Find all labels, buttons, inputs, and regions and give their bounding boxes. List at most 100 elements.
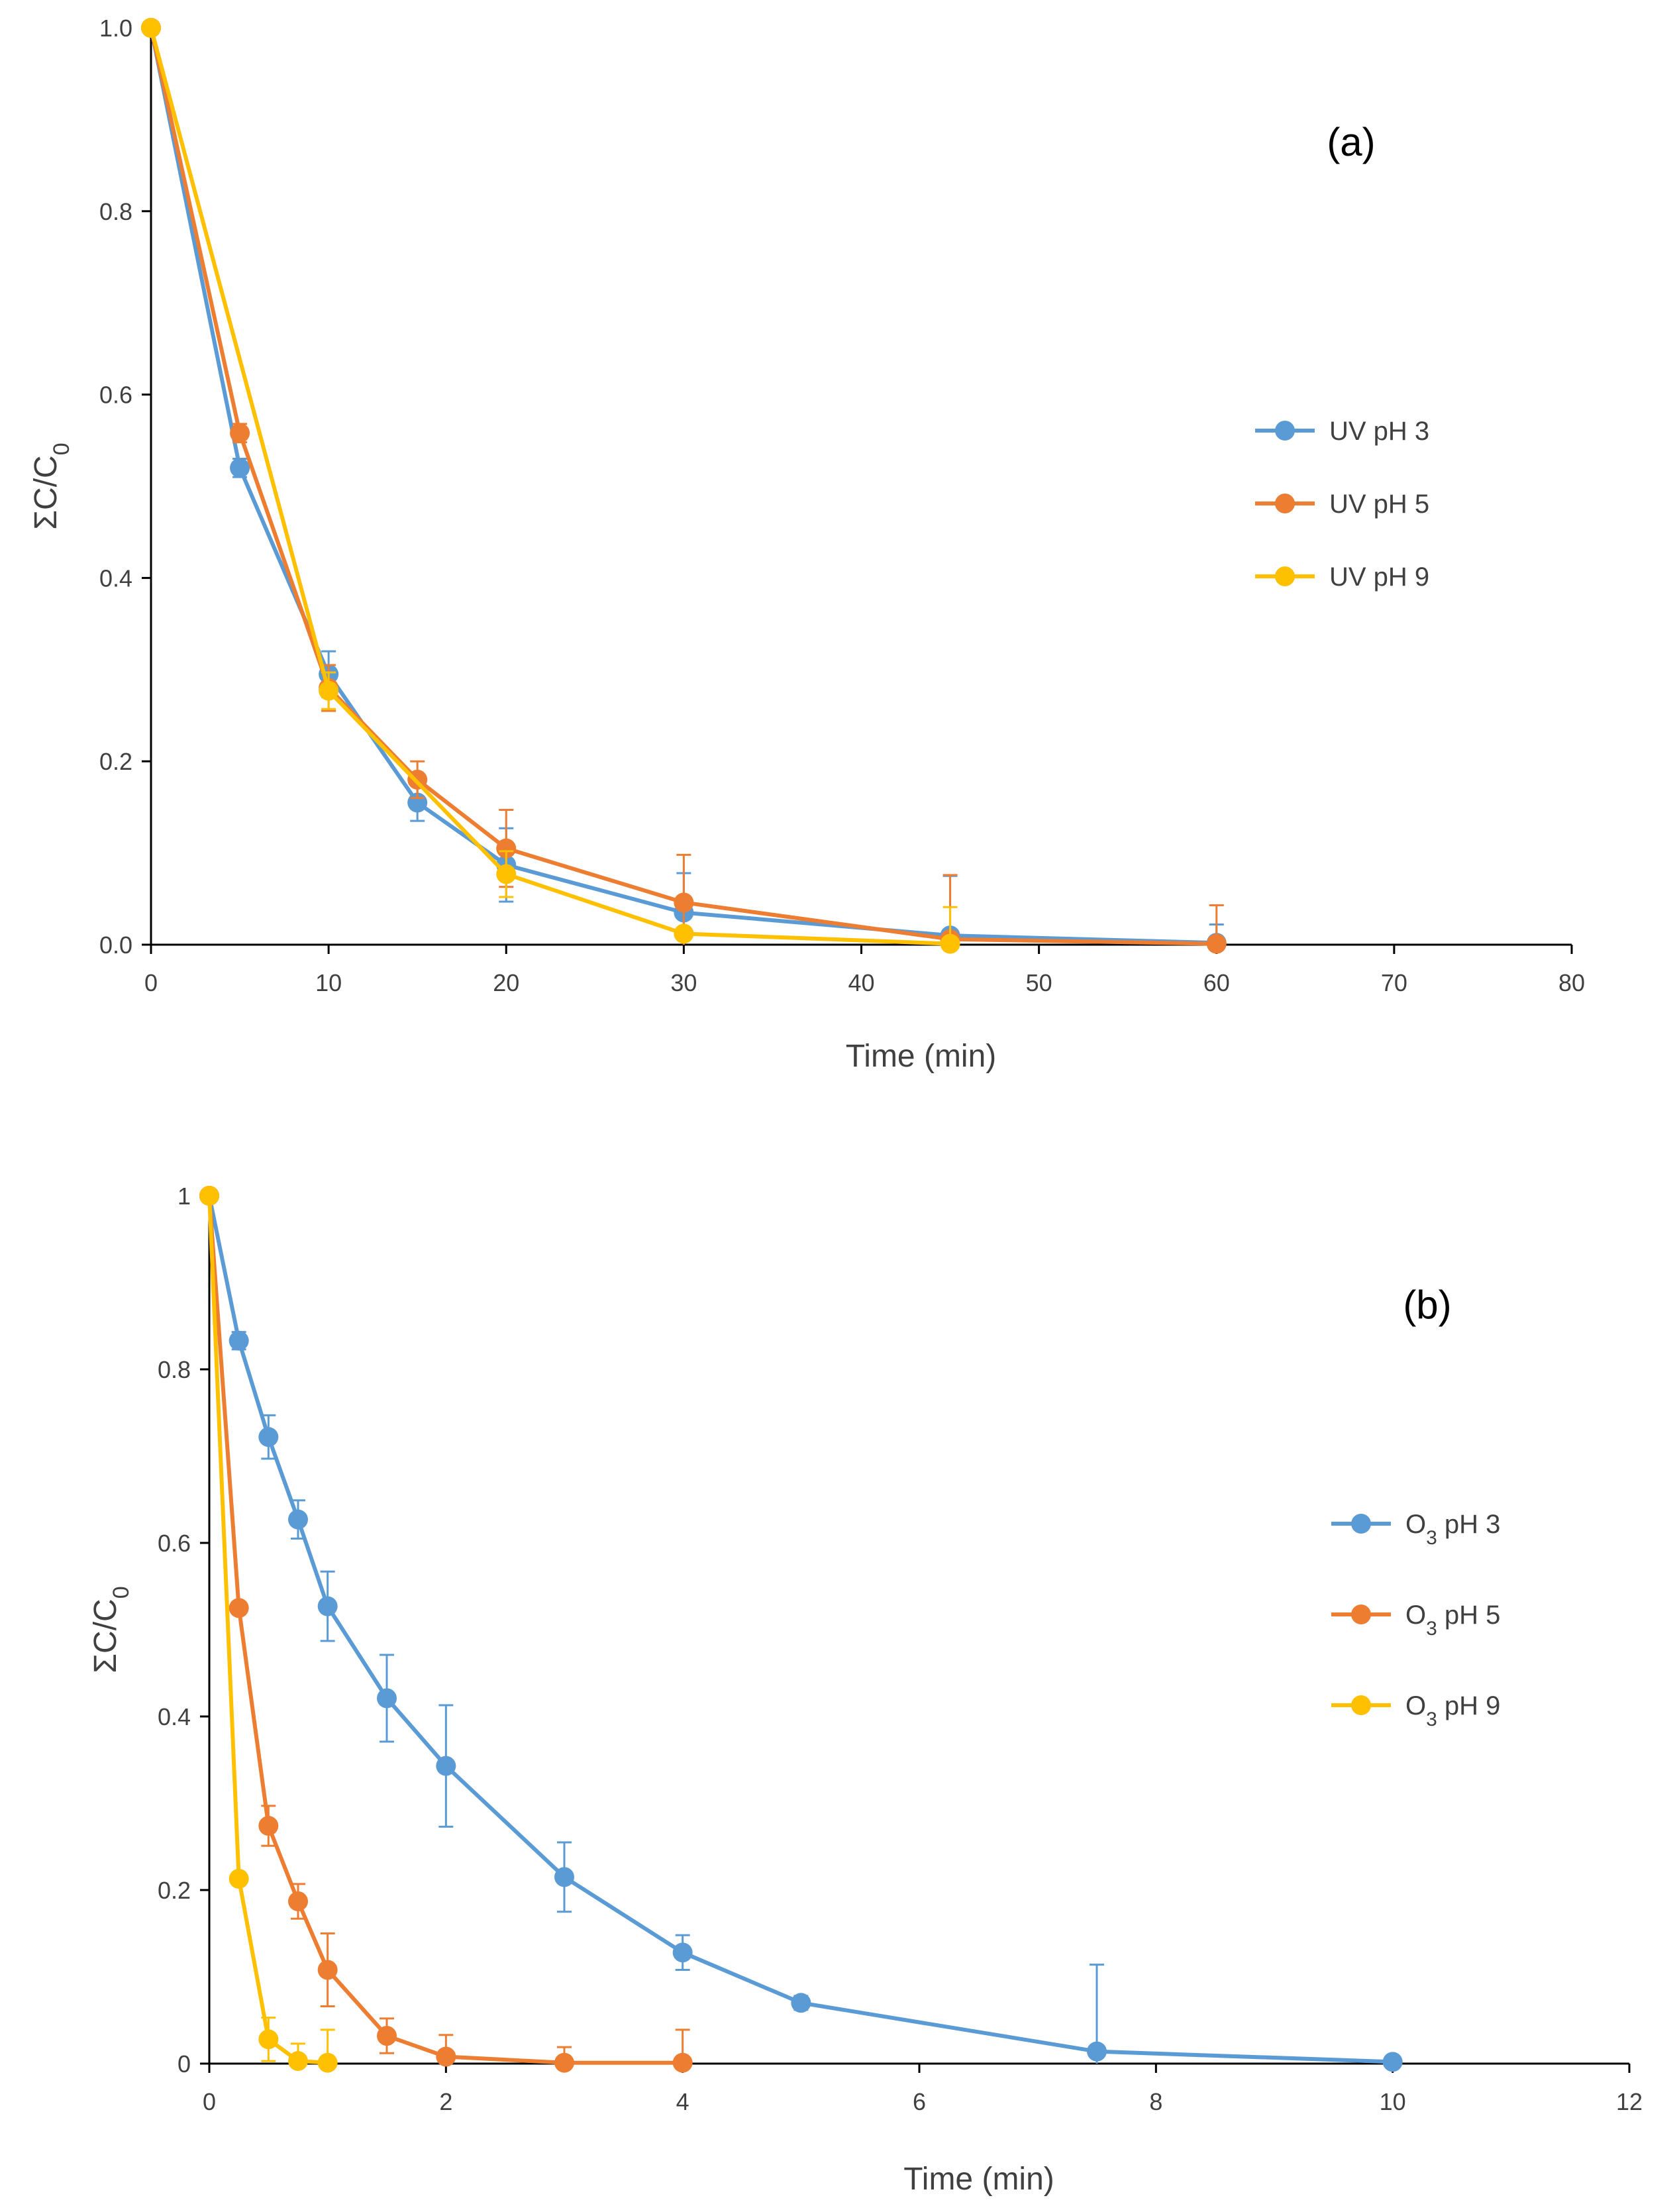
y-tick-label: 0.0 <box>99 931 132 959</box>
x-tick-label: 0 <box>144 969 158 996</box>
x-tick-label: 30 <box>670 969 697 996</box>
data-point <box>258 1816 279 1836</box>
legend-label-main: O <box>1405 1691 1426 1720</box>
legend-label: O3 pH 3 <box>1405 1510 1500 1549</box>
data-point <box>317 1596 338 1616</box>
data-point <box>554 1867 574 1887</box>
data-point <box>377 2026 397 2046</box>
x-tick-label: 40 <box>848 969 874 996</box>
legend-marker <box>1351 1605 1371 1624</box>
data-point <box>288 2051 308 2072</box>
y-tick-label: 1.0 <box>99 15 132 42</box>
data-point <box>672 1942 693 1963</box>
legend-label-tail: pH 3 <box>1437 1510 1501 1539</box>
data-point <box>496 864 517 884</box>
y-axis-title-subscript: 0 <box>49 443 74 455</box>
legend-label-main: O <box>1405 1601 1426 1630</box>
x-tick-label: 4 <box>676 2088 689 2115</box>
legend-label-subscript: 3 <box>1426 1527 1437 1549</box>
y-tick-label: 0.8 <box>99 198 132 225</box>
panel-b-label: (b) <box>1403 1283 1451 1327</box>
y-tick-label: 0.2 <box>158 1877 191 1904</box>
series-pH9 <box>141 18 960 954</box>
data-point <box>317 1960 338 1980</box>
data-point <box>319 680 339 701</box>
data-point <box>436 1756 456 1776</box>
data-point <box>258 1427 279 1448</box>
legend-label-main: O <box>1405 1510 1426 1539</box>
data-point <box>317 2052 338 2073</box>
x-tick-label: 0 <box>203 2088 216 2115</box>
y-tick-label: 1 <box>178 1183 191 1210</box>
x-tick-label: 50 <box>1026 969 1052 996</box>
panel-a-x-axis-title: Time (min) <box>846 1039 997 1074</box>
x-tick-label: 20 <box>493 969 519 996</box>
legend-label-subscript: 3 <box>1426 1709 1437 1730</box>
panel-b-x-axis-title: Time (min) <box>903 2162 1054 2197</box>
data-point <box>554 2052 574 2073</box>
data-point <box>1382 2052 1403 2072</box>
legend-label: UV pH 5 <box>1329 490 1429 519</box>
x-tick-label: 80 <box>1558 969 1585 996</box>
legend-entry: O3 pH 5 <box>1331 1601 1500 1640</box>
x-tick-label: 10 <box>1380 2088 1406 2115</box>
legend-label: UV pH 3 <box>1329 417 1429 446</box>
data-point <box>1087 2041 1107 2062</box>
legend-marker <box>1275 566 1295 586</box>
y-tick-label: 0.6 <box>99 382 132 409</box>
data-point <box>288 1891 308 1912</box>
legend-label: UV pH 9 <box>1329 562 1429 592</box>
panel-a-y-axis-title: ΣC/C0 <box>28 443 74 529</box>
data-point <box>230 423 250 443</box>
y-axis-title-subscript: 0 <box>109 1586 134 1599</box>
series-line <box>207 1195 1393 2064</box>
data-point <box>199 1186 219 1206</box>
legend-entry: UV pH 3 <box>1255 417 1429 446</box>
x-tick-label: 8 <box>1149 2088 1162 2115</box>
legend-entry: O3 pH 3 <box>1331 1510 1500 1549</box>
data-point <box>496 838 517 859</box>
data-point <box>258 2029 279 2050</box>
panel-a-label: (a) <box>1327 120 1375 164</box>
series-pH9 <box>199 1186 338 2073</box>
x-tick-label: 2 <box>439 2088 452 2115</box>
legend-label-subscript: 3 <box>1426 1618 1437 1640</box>
data-point <box>288 1509 308 1530</box>
panel-a-chart: 0.0 0.2 0.4 0.6 0.8 1.0 0 10 20 30 40 50 60 70 80 Time … <box>28 15 1585 1074</box>
legend-marker <box>1351 1695 1371 1715</box>
data-point <box>377 1688 397 1709</box>
y-tick-label: 0 <box>178 2050 191 2078</box>
data-point <box>672 2052 693 2073</box>
x-tick-label: 6 <box>913 2088 926 2115</box>
legend-label-tail: pH 9 <box>1437 1691 1501 1720</box>
data-point <box>229 1330 249 1351</box>
x-tick-label: 10 <box>315 969 342 996</box>
legend-label-main: UV pH 9 <box>1329 562 1429 592</box>
y-tick-label: 0.4 <box>99 564 132 592</box>
y-tick-label: 0.4 <box>158 1703 191 1730</box>
legend-entry: O3 pH 9 <box>1331 1691 1500 1730</box>
series-line <box>149 27 1217 946</box>
data-point <box>230 458 250 478</box>
x-tick-label: 60 <box>1203 969 1230 996</box>
data-point <box>674 892 694 913</box>
panel-b-y-axis-title: ΣC/C0 <box>88 1586 134 1673</box>
data-point <box>791 1993 811 2013</box>
data-point <box>229 1868 249 1889</box>
legend-marker <box>1351 1514 1371 1534</box>
y-axis-title-main: ΣC/C <box>88 1599 123 1673</box>
data-point <box>674 923 694 944</box>
x-tick-label: 12 <box>1616 2088 1643 2115</box>
y-tick-label: 0.8 <box>158 1356 191 1383</box>
data-point <box>141 18 161 38</box>
legend-label: O3 pH 9 <box>1405 1691 1500 1730</box>
data-point <box>229 1598 249 1618</box>
y-axis-title-main: ΣC/C <box>28 455 64 529</box>
legend-label-tail: pH 5 <box>1437 1601 1501 1630</box>
y-tick-label: 0.6 <box>158 1530 191 1557</box>
data-point <box>940 933 960 954</box>
legend-label: O3 pH 5 <box>1405 1601 1500 1640</box>
